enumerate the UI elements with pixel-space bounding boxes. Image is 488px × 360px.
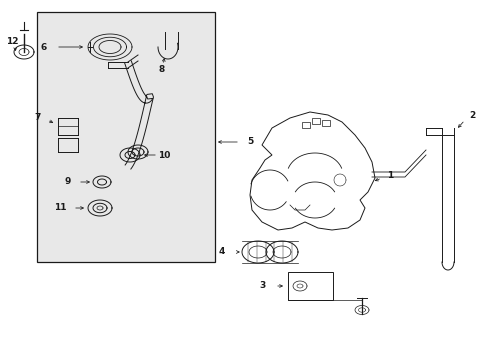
Text: 9: 9 [65, 177, 71, 186]
Text: 7: 7 [35, 113, 41, 122]
Bar [37, 12, 215, 262]
Text: 4: 4 [218, 248, 225, 256]
Bar [302, 122, 309, 128]
Text: 5: 5 [246, 138, 253, 147]
Bar [311, 118, 319, 124]
Text: 1: 1 [386, 171, 392, 180]
Text: 3: 3 [258, 282, 264, 291]
Bar [287, 272, 332, 300]
Text: 12: 12 [6, 37, 18, 46]
Text: 10: 10 [158, 150, 170, 159]
Bar [321, 120, 329, 126]
Text: 8: 8 [159, 66, 165, 75]
Text: 6: 6 [41, 42, 47, 51]
Text: 11: 11 [54, 203, 66, 212]
Text: 2: 2 [468, 111, 474, 120]
